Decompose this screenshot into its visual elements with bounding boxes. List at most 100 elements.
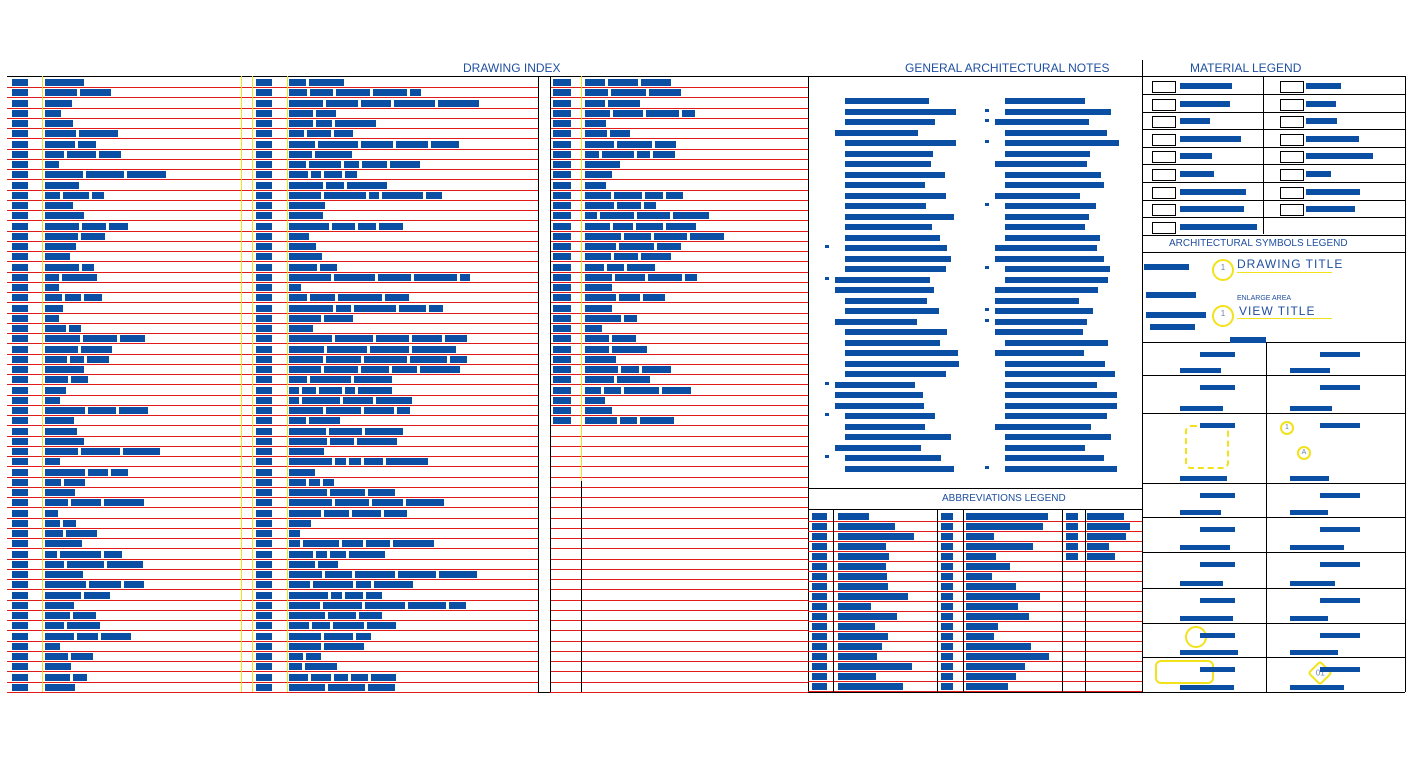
note-text-bar — [845, 255, 951, 262]
sheet-title-bar — [289, 387, 299, 394]
note-text-bar — [995, 161, 1087, 167]
index-row-line — [550, 384, 808, 385]
sheet-title-bar — [364, 458, 383, 465]
sheet-title-bar — [289, 89, 307, 96]
abbrev-bar — [966, 663, 1025, 670]
sheet-title-bar — [653, 151, 675, 158]
index-row-line — [7, 128, 538, 129]
sheet-number-bar — [12, 284, 28, 291]
note-text-bar — [995, 423, 1091, 430]
sheet-title-bar — [45, 335, 80, 342]
sheet-title-bar — [310, 89, 333, 96]
sheet-title-bar — [45, 622, 64, 629]
sheet-number-bar — [12, 171, 28, 178]
sheet-number-bar — [256, 243, 272, 250]
sheet-number-bar — [12, 89, 28, 96]
abbrev-bar — [812, 513, 827, 520]
index-row-line — [550, 354, 808, 355]
material-hatch-icon — [1280, 99, 1304, 111]
sheet-number-bar — [553, 407, 571, 414]
sheet-number-bar — [256, 356, 272, 363]
note-text-bar — [845, 171, 945, 178]
index-row-line — [7, 159, 538, 160]
sheet-number-bar — [256, 479, 272, 486]
abbrev-bar — [941, 563, 953, 570]
sheet-title-bar — [386, 458, 428, 465]
sheet-title-bar — [356, 581, 371, 588]
index-row-line — [550, 333, 808, 334]
sheet-number-bar — [256, 294, 272, 301]
sheet-title-bar — [45, 602, 74, 609]
sheet-title-bar — [45, 540, 82, 547]
note-text-bar — [1005, 392, 1117, 398]
sheet-title-bar — [334, 130, 353, 137]
note-bullet — [985, 318, 989, 322]
sheet-number-bar — [12, 151, 28, 158]
sheet-title-bar — [343, 397, 373, 404]
sheet-number-bar — [256, 469, 272, 476]
sheet-title-bar — [83, 335, 117, 342]
sheet-number-bar — [12, 469, 28, 476]
sheet-title-bar — [352, 510, 381, 517]
sheet-number-bar — [256, 592, 272, 599]
index-row-line — [550, 477, 808, 478]
sheet-number-bar — [256, 141, 272, 148]
sheet-title-bar — [585, 274, 612, 281]
symbol-row-line — [1142, 657, 1405, 658]
abbrev-bar — [941, 623, 953, 630]
sheet-title-bar — [289, 428, 326, 435]
index-row-line — [7, 456, 538, 457]
index-row-line — [550, 538, 808, 539]
sheet-title-bar — [45, 305, 63, 312]
note-text-bar — [845, 119, 935, 125]
abbrev-bar — [941, 643, 953, 650]
material-name-bar — [1306, 118, 1337, 124]
material-row-line — [1142, 147, 1405, 148]
sheet-title-bar — [45, 643, 60, 650]
sheet-title-bar — [611, 89, 646, 96]
index-row-line — [550, 620, 808, 621]
note-text-bar — [845, 413, 935, 419]
note-bullet — [985, 308, 989, 311]
sheet-title-bar — [289, 479, 306, 486]
index-row-line — [7, 251, 538, 252]
sheet-title-bar — [613, 223, 633, 230]
sheet-title-bar — [373, 89, 407, 96]
abbrev-bar — [838, 553, 889, 560]
sheet-title-bar — [376, 335, 409, 342]
index-row-line — [7, 600, 538, 601]
abbrev-bar — [838, 623, 875, 630]
sheet-number-bar — [12, 120, 28, 127]
symbol-note-bar — [1200, 667, 1235, 672]
sheet-title-bar — [331, 592, 342, 599]
sheet-title-bar — [60, 551, 101, 558]
index-row-line — [550, 190, 808, 191]
sheet-title-bar — [45, 417, 74, 424]
index-row-line — [550, 630, 808, 631]
sheet-title-bar — [84, 592, 110, 599]
sheet-number-bar — [12, 417, 28, 424]
symbol-row-line — [1142, 252, 1405, 253]
abbrev-bar — [1087, 543, 1109, 550]
sheet-title-bar — [645, 192, 663, 199]
sheet-title-bar — [666, 192, 683, 199]
material-row-line — [1142, 200, 1405, 201]
sheet-title-bar — [585, 243, 616, 250]
material-name-bar — [1180, 206, 1244, 212]
index-row-line — [550, 600, 808, 601]
sheet-title-bar — [289, 581, 310, 588]
sheet-title-bar — [412, 346, 456, 353]
note-text-bar — [1005, 98, 1085, 104]
index-row-line — [7, 436, 538, 437]
sheet-number-bar — [553, 264, 571, 271]
index-row-line — [7, 682, 538, 683]
sheet-number-bar — [256, 417, 272, 424]
sheet-title-bar — [289, 253, 322, 260]
sheet-title-bar — [585, 294, 616, 301]
sheet-title-bar — [359, 612, 382, 619]
detail-tag-icon: A — [1297, 446, 1311, 460]
sheet-number-bar — [256, 428, 272, 435]
note-text-bar — [835, 381, 915, 388]
sheet-number-bar — [256, 182, 272, 189]
sheet-number-bar — [12, 161, 28, 168]
